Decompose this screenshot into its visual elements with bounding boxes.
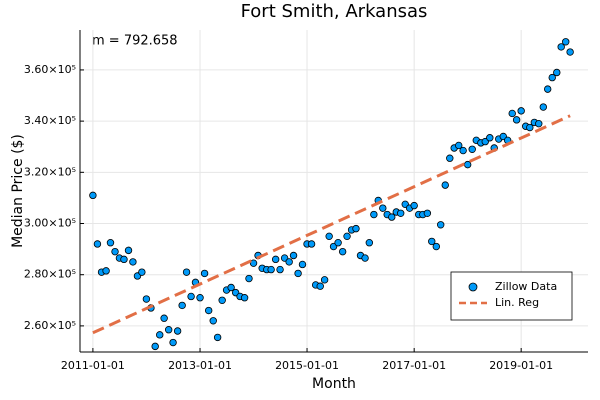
data-point	[553, 68, 561, 77]
data-point	[539, 103, 547, 111]
data-point	[178, 301, 186, 310]
data-point	[285, 258, 293, 266]
data-point	[543, 85, 552, 93]
data-point	[187, 292, 195, 301]
data-point	[173, 327, 182, 335]
y-tick-label: 2.80×10⁵	[24, 268, 76, 281]
chart-title: Fort Smith, Arkansas	[241, 1, 428, 22]
data-point	[320, 276, 329, 284]
x-tick-label: 2013-01-01	[168, 359, 232, 372]
data-point	[111, 247, 119, 256]
data-point	[379, 204, 387, 212]
data-point	[352, 224, 360, 233]
data-point	[361, 254, 369, 262]
data-point	[535, 119, 543, 128]
data-point	[410, 201, 418, 210]
data-point	[124, 246, 133, 255]
data-point	[370, 210, 378, 219]
data-point	[120, 255, 128, 264]
data-point	[89, 191, 97, 200]
data-point	[240, 294, 249, 302]
data-point	[164, 326, 173, 334]
data-point	[151, 342, 159, 351]
data-point	[106, 239, 115, 247]
data-point	[557, 43, 565, 51]
data-point	[463, 160, 472, 169]
data-point	[289, 251, 298, 260]
data-point	[428, 237, 436, 246]
y-axis-label: Median Price ($)	[10, 134, 26, 248]
regression-line	[92, 114, 571, 335]
data-point	[468, 145, 476, 153]
data-point	[276, 265, 284, 274]
y-tick-label: 3.20×10⁵	[24, 165, 76, 178]
data-point	[325, 232, 333, 241]
data-point	[156, 331, 164, 339]
data-point	[298, 260, 307, 269]
data-point	[209, 317, 217, 325]
data-point	[486, 134, 494, 142]
data-point	[294, 269, 302, 278]
data-point	[227, 283, 235, 292]
data-point	[271, 255, 280, 264]
data-point	[204, 306, 213, 315]
data-point	[142, 295, 151, 303]
data-point	[102, 267, 110, 275]
data-point	[566, 48, 574, 56]
data-point	[508, 109, 516, 118]
y-tick-label: 3.00×10⁵	[24, 217, 76, 230]
data-point	[562, 38, 570, 46]
legend-marker	[468, 282, 478, 292]
data-point	[213, 333, 222, 342]
data-point	[526, 123, 534, 132]
x-tick-label: 2017-01-01	[382, 359, 446, 372]
data-point	[249, 259, 258, 267]
data-point	[316, 282, 324, 290]
data-point	[343, 232, 351, 241]
y-tick-label: 2.60×10⁵	[24, 319, 76, 332]
data-point	[138, 268, 146, 276]
data-point	[182, 268, 191, 276]
legend-label: Zillow Data	[495, 280, 557, 293]
data-point	[307, 240, 316, 248]
legend-box	[450, 271, 573, 321]
data-point	[245, 274, 253, 283]
data-point	[446, 154, 454, 162]
data-point	[441, 181, 449, 189]
data-point	[517, 107, 525, 115]
data-point	[267, 265, 275, 274]
y-tick-label: 3.40×10⁵	[24, 114, 76, 127]
data-point	[338, 247, 347, 256]
x-tick-label: 2019-01-01	[489, 359, 553, 372]
x-tick-label: 2015-01-01	[275, 359, 339, 372]
data-point	[432, 242, 441, 251]
data-point	[196, 294, 204, 302]
y-tick-label: 3.60×10⁵	[24, 63, 76, 76]
data-point	[459, 146, 467, 155]
data-point	[437, 221, 445, 229]
data-point	[396, 209, 405, 217]
data-point	[334, 239, 342, 247]
data-point	[365, 239, 374, 247]
data-point	[455, 141, 463, 150]
data-point	[160, 314, 168, 322]
x-tick-label: 2011-01-01	[61, 359, 125, 372]
data-point	[218, 296, 226, 304]
data-point	[200, 269, 209, 278]
data-point	[169, 338, 177, 347]
legend-label: Lin. Reg	[495, 296, 539, 309]
data-point	[388, 213, 396, 221]
x-axis-label: Month	[312, 376, 356, 392]
data-point	[423, 209, 432, 217]
annotation: m = 792.658	[92, 34, 178, 49]
data-point	[548, 73, 556, 82]
data-point	[512, 116, 521, 124]
data-point	[93, 240, 102, 248]
data-point	[129, 258, 137, 266]
